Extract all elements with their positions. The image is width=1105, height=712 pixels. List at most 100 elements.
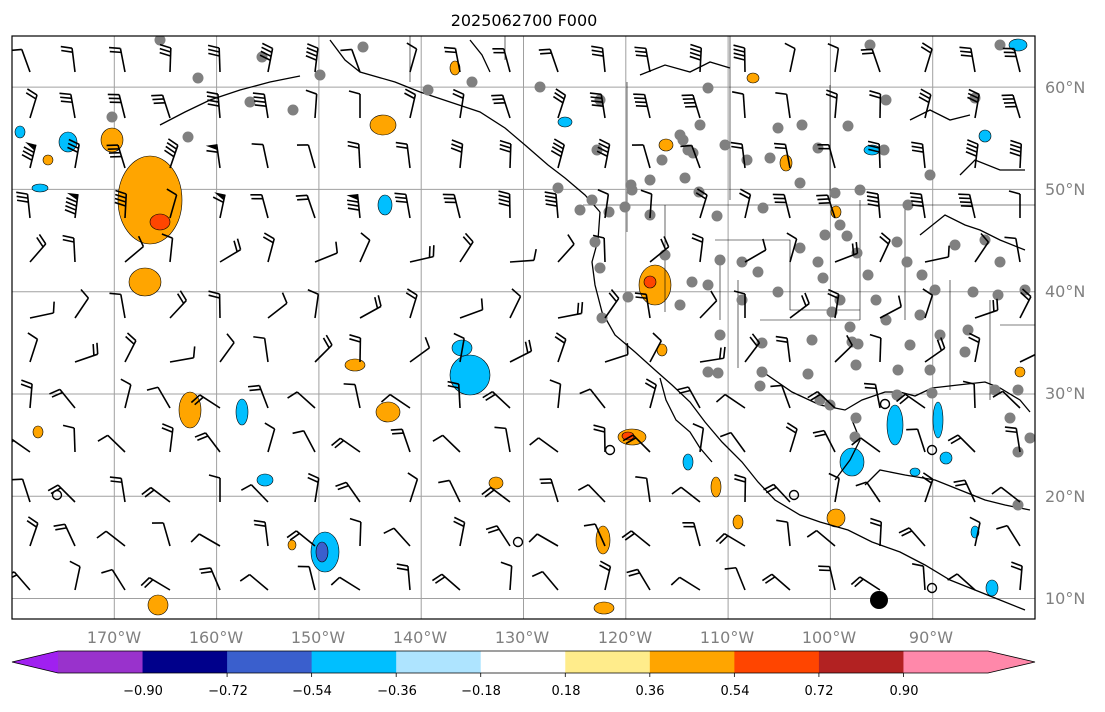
station-marker: [834, 219, 846, 231]
station-marker: [674, 299, 686, 311]
colorbar-bin: [649, 651, 735, 673]
lat-label-10n: 10°N: [1045, 589, 1085, 608]
wind-barb: [96, 530, 126, 547]
station-marker: [901, 256, 913, 268]
wind-barb: [59, 92, 76, 119]
station-marker: [752, 266, 764, 278]
station-marker: [1012, 499, 1024, 511]
wind-barb: [287, 391, 316, 409]
wind-barb: [828, 472, 840, 503]
wind-barb: [922, 288, 934, 319]
wind-barb: [1004, 236, 1021, 263]
wind-barb: [593, 424, 606, 453]
calm-station-marker: [870, 591, 888, 609]
coastline: [959, 159, 1025, 176]
station-marker: [287, 104, 299, 116]
station-marker: [994, 39, 1006, 51]
wind-barb: [1009, 139, 1023, 169]
wind-barb: [124, 332, 137, 363]
wind-barb: [499, 139, 512, 169]
wind-barb: [166, 188, 178, 219]
wind-barb: [47, 484, 76, 503]
wind-barb: [969, 516, 981, 547]
colorbar-bin: [480, 651, 566, 673]
station-marker: [314, 69, 326, 81]
wind-barb: [295, 194, 316, 219]
wind-barb: [918, 88, 932, 119]
coastline: [919, 214, 1026, 251]
station-marker: [819, 229, 831, 241]
lon-label-130w: 130°W: [495, 628, 550, 647]
wind-barb: [264, 422, 276, 453]
colorbar-bin: [58, 651, 144, 673]
contour-region: [315, 541, 329, 563]
station-marker: [892, 364, 904, 376]
wind-barb: [74, 288, 90, 319]
wind-barb: [671, 486, 701, 503]
contour-region: [31, 183, 49, 193]
station-marker: [959, 346, 971, 358]
wind-barb: [974, 232, 990, 263]
lon-label-100w: 100°W: [802, 628, 857, 647]
wind-barb: [431, 573, 461, 591]
station-marker: [829, 187, 841, 199]
wind-barb: [924, 245, 950, 263]
contour-region: [235, 398, 249, 426]
wind-barb: [634, 46, 651, 73]
wind-barb: [60, 45, 76, 73]
wind-barb: [406, 42, 418, 73]
station-marker: [596, 312, 608, 324]
contour-region: [287, 539, 297, 551]
wind-barb: [869, 90, 882, 119]
wind-barb: [509, 339, 533, 363]
wind-barb: [552, 88, 567, 119]
station-marker: [992, 289, 1004, 301]
colorbar-tick-labels: −0.90 −0.72 −0.54 −0.36 −0.18 0.18 0.36 …: [123, 684, 918, 699]
wind-barb: [492, 47, 511, 73]
wind-barb: [498, 190, 511, 219]
station-marker: [357, 41, 369, 53]
wind-barb: [991, 486, 1021, 503]
station-marker: [719, 139, 731, 151]
latitude-labels: 60°N 50°N 40°N 30°N 20°N 10°N: [1045, 78, 1085, 608]
wind-barb: [64, 192, 79, 219]
coastline: [659, 377, 713, 463]
colorbar-bin: [311, 651, 397, 673]
colorbar-bin: [396, 651, 482, 673]
wind-barb: [631, 144, 651, 169]
contour-region: [886, 404, 904, 446]
wind-barb: [806, 529, 836, 547]
wind-barb: [550, 138, 565, 169]
wind-barb: [292, 430, 316, 453]
station-marker: [686, 276, 698, 288]
wind-barb: [69, 560, 81, 591]
wind-barb: [744, 238, 767, 263]
coastline: [909, 109, 971, 121]
contour-region: [658, 138, 674, 152]
wind-barb: [733, 290, 746, 318]
station-marker: [844, 321, 856, 333]
wind-barb: [12, 478, 31, 503]
contour-region: [128, 267, 162, 297]
wind-barb: [549, 379, 562, 409]
lat-label-20n: 20°N: [1045, 487, 1085, 506]
wind-barb: [920, 42, 933, 73]
wind-barb: [896, 393, 926, 409]
station-marker: [772, 286, 784, 298]
wind-barb: [974, 298, 999, 319]
wind-barb: [604, 289, 620, 319]
wind-barb: [579, 388, 606, 409]
wind-barb: [591, 45, 606, 73]
wind-barb: [681, 94, 701, 119]
station-marker: [924, 169, 936, 181]
wind-barb: [599, 560, 612, 591]
colorbar-bin: [903, 651, 989, 673]
station-marker: [756, 366, 768, 378]
wind-barb: [509, 248, 537, 263]
station-marker: [870, 294, 882, 306]
wind-barb: [53, 523, 76, 547]
wind-barb: [1010, 561, 1023, 591]
wind-barb: [962, 380, 976, 409]
wind-barb: [1004, 426, 1021, 453]
cb-tick-label: −0.72: [208, 684, 248, 699]
